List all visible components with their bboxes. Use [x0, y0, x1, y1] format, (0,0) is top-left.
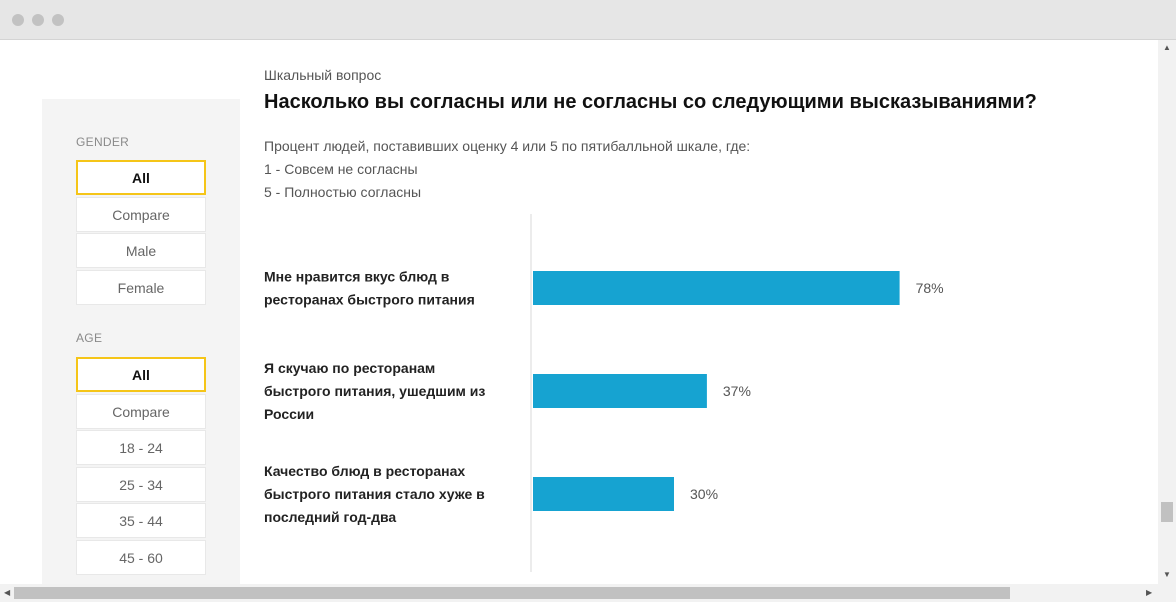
filter-sidebar: GENDER All Compare Male Female AGE All C…	[42, 99, 240, 584]
category-label: быстрого питания, ушедшим из	[264, 383, 485, 399]
age-option-18-24[interactable]: 18 - 24	[76, 430, 206, 465]
category-label: ресторанах быстрого питания	[264, 292, 475, 308]
close-window-icon[interactable]	[12, 14, 24, 26]
value-label: 37%	[723, 383, 751, 399]
scrollbar-corner	[1158, 584, 1176, 602]
category-label: последний год-два	[264, 509, 396, 525]
category-label: быстрого питания стало хуже в	[264, 486, 485, 502]
age-label: AGE	[76, 331, 103, 345]
age-option-35-44[interactable]: 35 - 44	[76, 503, 206, 538]
horizontal-scrollbar[interactable]: ◀ ▶	[0, 584, 1158, 602]
age-option-compare[interactable]: Compare	[76, 394, 206, 429]
age-option-all[interactable]: All	[76, 357, 206, 392]
category-label: Мне нравится вкус блюд в	[264, 269, 450, 285]
scroll-right-icon[interactable]: ▶	[1146, 588, 1153, 597]
age-option-45-60[interactable]: 45 - 60	[76, 540, 206, 575]
category-label: Я скучаю по ресторанам	[264, 360, 435, 376]
gender-option-compare[interactable]: Compare	[76, 197, 206, 232]
bar-chart: Мне нравится вкус блюд в ресторанах быстр…	[264, 214, 944, 572]
value-label: 30%	[690, 486, 718, 502]
scroll-left-icon[interactable]: ◀	[4, 588, 11, 597]
category-label: Качество блюд в ресторанах	[264, 463, 465, 479]
gender-option-male[interactable]: Male	[76, 233, 206, 268]
vertical-scroll-thumb[interactable]	[1161, 502, 1173, 522]
scale-max-label: 5 - Полностью согласны	[264, 184, 422, 200]
scroll-down-icon[interactable]: ▼	[1163, 570, 1171, 579]
value-label: 78%	[916, 280, 944, 296]
page-content: GENDER All Compare Male Female AGE All C…	[0, 40, 1158, 584]
horizontal-scroll-thumb[interactable]	[14, 587, 1010, 599]
scale-min-label: 1 - Совсем не согласны	[264, 161, 418, 177]
category-label: России	[264, 406, 314, 422]
gender-label: GENDER	[76, 135, 130, 149]
chart-description: Процент людей, поставивших оценку 4 или …	[264, 138, 751, 154]
bar[interactable]	[533, 477, 674, 511]
minimize-window-icon[interactable]	[32, 14, 44, 26]
gender-option-all[interactable]: All	[76, 160, 206, 195]
question-type: Шкальный вопрос	[264, 67, 382, 83]
vertical-scrollbar[interactable]: ▲ ▼	[1158, 40, 1176, 584]
title-bar	[0, 0, 1176, 40]
scroll-up-icon[interactable]: ▲	[1163, 43, 1171, 52]
bar[interactable]	[533, 271, 900, 305]
age-option-25-34[interactable]: 25 - 34	[76, 467, 206, 502]
maximize-window-icon[interactable]	[52, 14, 64, 26]
bar[interactable]	[533, 374, 707, 408]
gender-option-female[interactable]: Female	[76, 270, 206, 305]
page-title: Насколько вы согласны или не согласны со…	[264, 91, 1037, 113]
